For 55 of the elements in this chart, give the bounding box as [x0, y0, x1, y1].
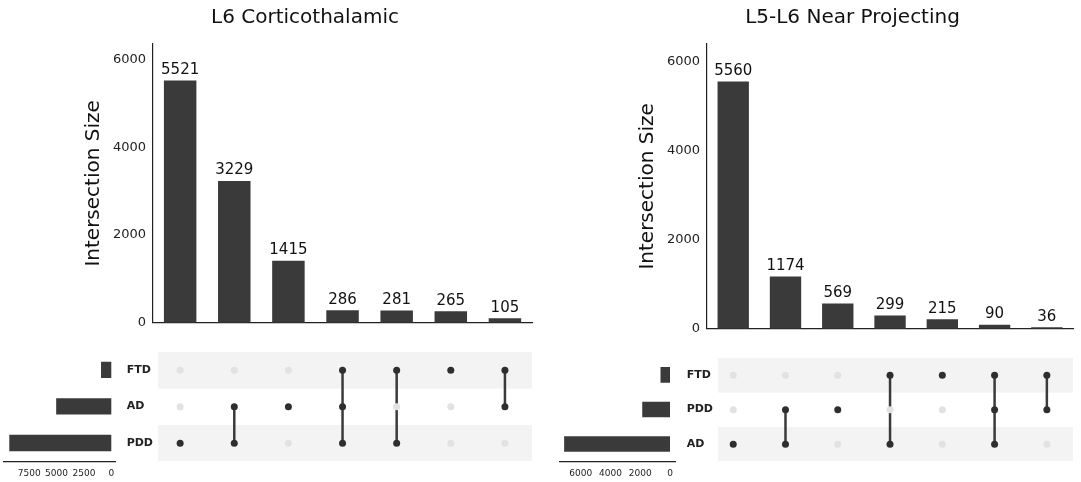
data-label: 299 — [875, 294, 905, 313]
bar — [101, 361, 112, 379]
y-tick-label: PDD — [126, 435, 153, 449]
x-tick-label: 4000 — [599, 467, 623, 478]
y-axis-title: Intersection Size — [80, 100, 105, 267]
x-tick-label: 7500 — [17, 467, 41, 478]
data-label: 5521 — [161, 59, 200, 78]
data-label: 265 — [436, 290, 466, 309]
bar — [326, 310, 359, 323]
bar — [874, 315, 906, 329]
x-tick-label: 2500 — [72, 467, 96, 478]
y-tick-label: 0 — [691, 320, 701, 336]
data-label: 3229 — [215, 160, 254, 179]
data-label: 5560 — [714, 60, 753, 79]
y-tick-label: FTD — [686, 367, 711, 381]
data-label: 105 — [490, 297, 520, 316]
data-label: 215 — [928, 298, 957, 317]
data-label: 286 — [328, 289, 357, 308]
bar — [272, 260, 305, 323]
bar — [564, 436, 671, 452]
y-tick-label: AD — [686, 436, 705, 450]
bar — [926, 319, 958, 329]
data-label: 1174 — [766, 255, 805, 274]
bar — [380, 310, 413, 323]
y-tick-label: FTD — [126, 362, 151, 376]
chart-title: L6 Corticothalamic — [211, 4, 399, 29]
bar — [822, 303, 854, 329]
x-tick-label: 5000 — [45, 467, 69, 478]
bar — [769, 276, 802, 329]
y-tick-label: 6000 — [112, 50, 147, 66]
data-label: 569 — [823, 282, 853, 301]
x-tick-label: 6000 — [569, 467, 593, 478]
data-label: 36 — [1037, 306, 1057, 325]
y-axis-title: Intersection Size — [634, 103, 659, 270]
chart-title: L5-L6 Near Projecting — [745, 4, 960, 29]
data-label: 1415 — [269, 240, 308, 259]
y-tick-label: PDD — [686, 402, 713, 416]
bar — [660, 367, 671, 383]
bar — [218, 181, 251, 323]
bar — [434, 311, 468, 323]
bar — [642, 401, 671, 418]
y-tick-label: 4000 — [112, 138, 147, 154]
y-tick-label: 4000 — [666, 142, 701, 158]
y-tick-label: 6000 — [666, 53, 701, 69]
data-label: 90 — [985, 304, 1005, 323]
y-tick-label: 2000 — [112, 226, 147, 242]
y-tick-label: 0 — [137, 314, 147, 330]
bar — [163, 80, 197, 323]
data-label: 281 — [382, 289, 411, 308]
bar — [56, 398, 112, 415]
y-tick-label: AD — [126, 399, 145, 413]
y-tick-label: 2000 — [666, 231, 701, 247]
bar — [9, 434, 112, 452]
bar — [717, 81, 749, 329]
x-tick-label: 2000 — [628, 467, 653, 478]
